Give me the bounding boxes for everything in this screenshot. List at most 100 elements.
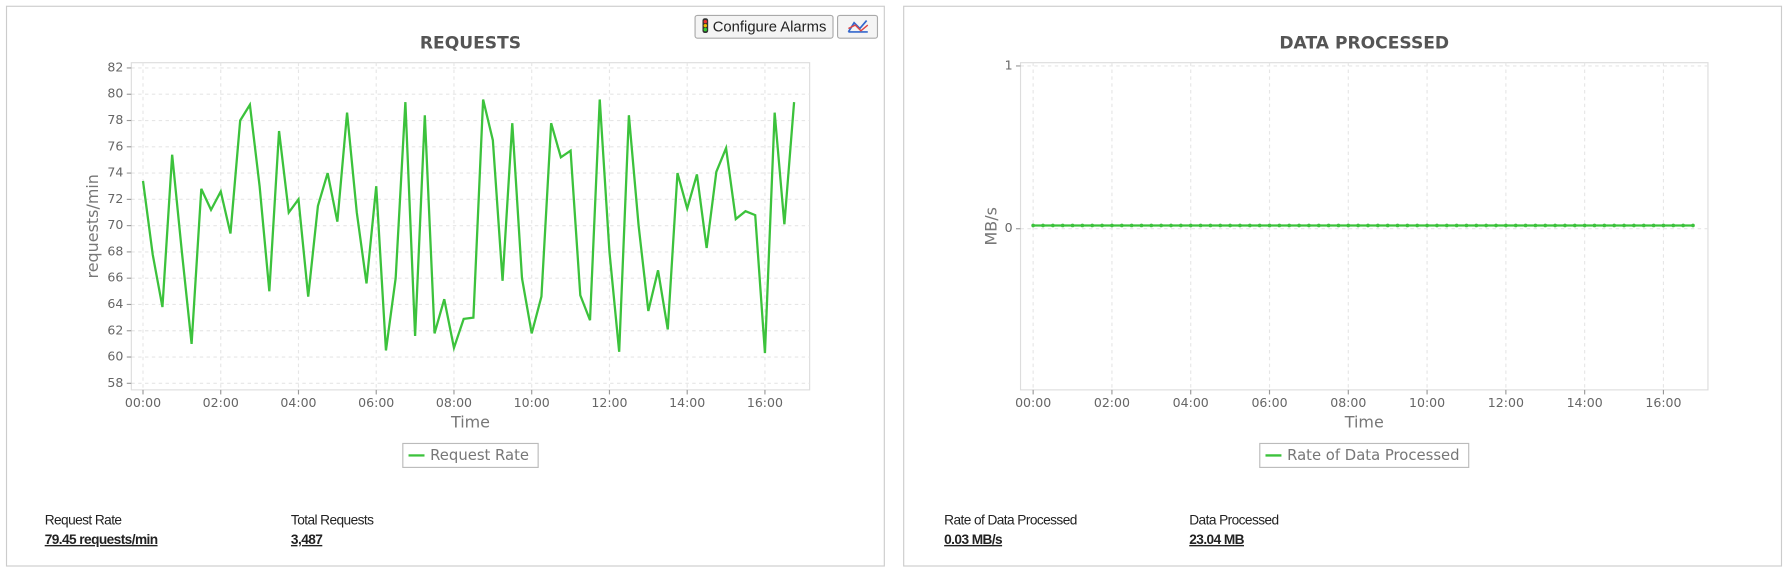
data-point xyxy=(1484,223,1488,228)
data-line xyxy=(141,99,796,354)
y-tick-label: 80 xyxy=(107,86,123,101)
x-tick-label: 02:00 xyxy=(1094,395,1130,410)
y-tick-label: 66 xyxy=(107,270,123,285)
data-point xyxy=(1661,223,1666,228)
data-point xyxy=(1238,223,1242,228)
data-point xyxy=(1494,223,1498,228)
data-point xyxy=(1307,223,1311,228)
data-point xyxy=(1454,223,1459,228)
data-point xyxy=(1464,223,1469,228)
data-point xyxy=(1060,223,1065,228)
data-point xyxy=(1247,223,1252,228)
data-point xyxy=(1474,223,1479,228)
x-tick-label: 04:00 xyxy=(1173,395,1209,410)
legend: Request Rate xyxy=(402,442,539,468)
y-tick-label: 0 xyxy=(1005,220,1013,235)
configure-alarms-button[interactable]: Configure Alarms xyxy=(694,14,834,39)
button-label: Configure Alarms xyxy=(713,19,827,35)
y-axis-label: MB/s xyxy=(982,207,1001,245)
x-tick-label: 16:00 xyxy=(1645,395,1681,410)
data-point xyxy=(1563,223,1567,228)
y-tick-label: 78 xyxy=(107,112,123,127)
data-point xyxy=(1415,223,1420,228)
data-point xyxy=(1691,223,1695,228)
stat-label: Request Rate xyxy=(45,513,122,528)
data-point xyxy=(1681,223,1685,228)
stat-value: 79.45 requests/min xyxy=(45,532,158,547)
data-point xyxy=(1119,223,1124,228)
data-point xyxy=(1267,223,1272,228)
y-tick-label: 62 xyxy=(107,322,123,337)
y-tick-label: 68 xyxy=(107,243,123,258)
data-point xyxy=(1533,223,1538,228)
x-tick-label: 00:00 xyxy=(125,395,161,410)
stat-label: Data Processed xyxy=(1189,513,1278,528)
data-point xyxy=(1602,223,1607,228)
stat-value: 3,487 xyxy=(291,532,322,547)
x-tick-label: 10:00 xyxy=(514,395,550,410)
data-point xyxy=(1425,223,1429,228)
data-point xyxy=(1641,223,1646,228)
data-point xyxy=(1080,223,1085,228)
data-point xyxy=(1090,223,1095,228)
x-tick-label: 00:00 xyxy=(1015,395,1051,410)
data-point xyxy=(1316,223,1321,228)
data-point xyxy=(1395,223,1400,228)
icon-dot xyxy=(703,27,708,32)
x-tick-label: 08:00 xyxy=(1330,395,1366,410)
x-tick-label: 12:00 xyxy=(1488,395,1524,410)
data-point xyxy=(1031,223,1035,228)
data-point xyxy=(1198,223,1203,228)
y-tick-label: 82 xyxy=(107,59,123,74)
data-point xyxy=(1572,223,1577,228)
data-point xyxy=(1149,223,1154,228)
data-point xyxy=(1070,223,1075,228)
data-point xyxy=(1622,223,1626,228)
y-tick-label: 70 xyxy=(107,217,123,232)
data-point xyxy=(1257,223,1262,228)
x-tick-label: 06:00 xyxy=(358,395,394,410)
data-point xyxy=(1444,223,1449,228)
data-point xyxy=(1671,223,1676,228)
data-point xyxy=(1139,223,1144,228)
data-point xyxy=(1366,223,1370,228)
chart-title: REQUESTS xyxy=(420,33,521,53)
y-tick-label: 72 xyxy=(107,191,123,206)
legend: Rate of Data Processed xyxy=(1259,442,1470,468)
chart-title: DATA PROCESSED xyxy=(1279,33,1449,53)
x-tick-label: 10:00 xyxy=(1409,395,1445,410)
data-point xyxy=(1129,223,1134,228)
data-point xyxy=(1435,223,1439,228)
data-point xyxy=(1553,223,1557,228)
legend-label: Rate of Data Processed xyxy=(1287,447,1459,464)
x-tick-label: 14:00 xyxy=(1567,395,1603,410)
data-point xyxy=(1523,223,1528,228)
data-point xyxy=(1543,223,1548,228)
legend-label: Request Rate xyxy=(430,447,529,464)
data-point xyxy=(1405,223,1410,228)
data-point xyxy=(1651,223,1656,228)
x-tick-label: 04:00 xyxy=(280,395,316,410)
stat-label: Rate of Data Processed xyxy=(944,513,1077,528)
data-point xyxy=(1582,223,1587,228)
y-tick-label: 58 xyxy=(107,375,123,390)
x-axis-label: Time xyxy=(1344,412,1384,431)
data-point xyxy=(1110,223,1114,228)
data-point xyxy=(1297,223,1301,228)
data-point xyxy=(1169,223,1173,228)
plot-area xyxy=(130,62,811,391)
data-point xyxy=(1376,223,1380,228)
x-tick-label: 14:00 xyxy=(669,395,705,410)
stat-value: 0.03 MB/s xyxy=(944,532,1003,547)
y-tick-label: 1 xyxy=(1005,57,1013,72)
data-point xyxy=(1159,223,1163,228)
x-tick-label: 12:00 xyxy=(591,395,627,410)
chart-icon xyxy=(848,24,869,32)
legend-frame xyxy=(1259,442,1470,468)
chart-toggle-button[interactable] xyxy=(837,14,879,39)
button-frame xyxy=(694,14,834,39)
x-tick-label: 16:00 xyxy=(747,395,783,410)
data-point xyxy=(1051,223,1055,228)
y-axis-label: requests/min xyxy=(83,174,102,278)
